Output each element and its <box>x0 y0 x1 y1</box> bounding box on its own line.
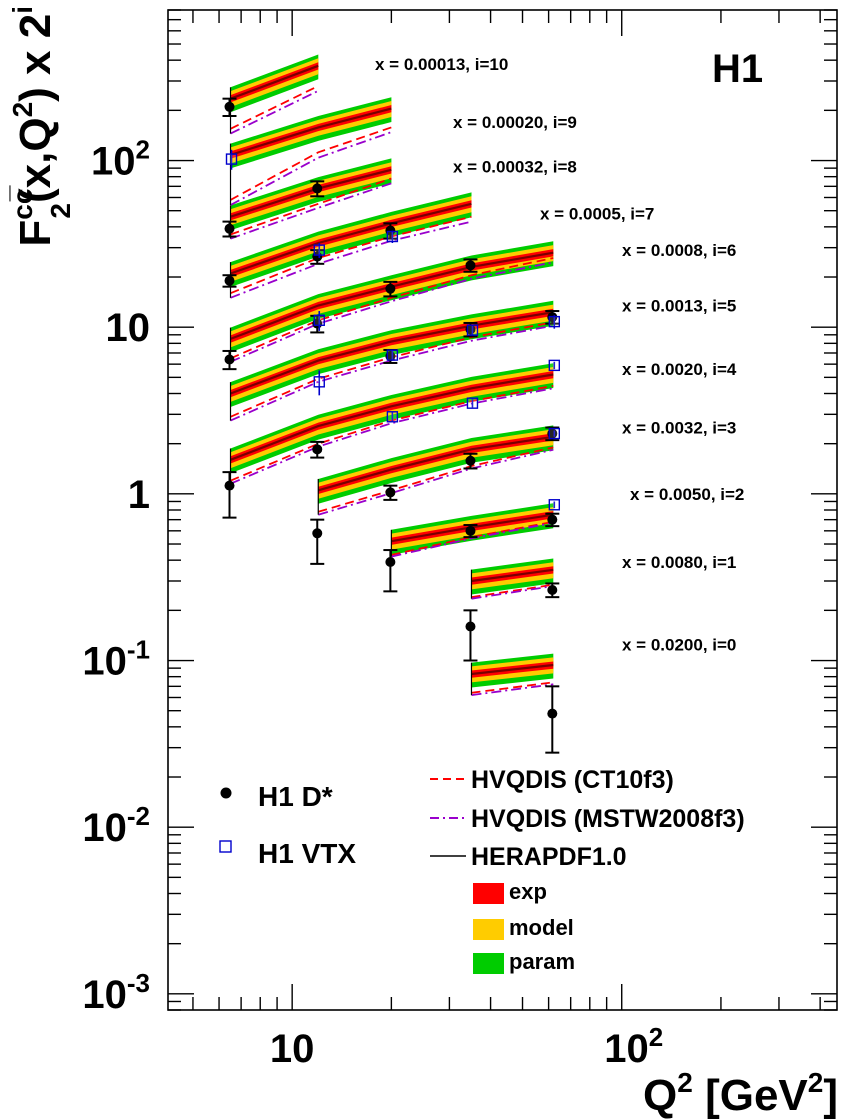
legend-exp-swatch <box>473 883 504 904</box>
dstar-point <box>547 515 557 525</box>
legend-model-swatch <box>473 919 504 940</box>
legend-hera-label: HERAPDF1.0 <box>471 843 627 871</box>
dstar-point <box>312 444 322 454</box>
dstar-point <box>465 260 475 270</box>
dstar-point <box>312 183 322 193</box>
x-axis-title: Q2 [GeV2] <box>643 1067 838 1120</box>
y-tick-label: 10 <box>106 306 151 350</box>
dstar-point <box>312 528 322 538</box>
vtx-point <box>387 232 397 242</box>
vtx-point <box>549 429 559 439</box>
y-tick-label: 10-2 <box>82 801 150 850</box>
bin-label: x = 0.0020, i=4 <box>622 360 737 379</box>
bin-label: x = 0.0080, i=1 <box>622 553 736 572</box>
y-tick-label: 10-3 <box>82 968 150 1017</box>
experiment-label: H1 <box>712 47 763 91</box>
legend-dstar-label: H1 D* <box>258 781 333 812</box>
legend-model-label: model <box>509 915 574 940</box>
band-exp-bin-1 <box>231 105 392 159</box>
vtx-point <box>227 154 237 164</box>
legend-vtx-marker <box>220 841 231 852</box>
dstar-point <box>547 585 557 595</box>
y-axis-title: Fcc̅ 2(x,Q2) x 2i <box>7 6 76 247</box>
legend-dstar-marker <box>221 788 232 799</box>
dstar-point <box>385 284 395 294</box>
legend-param-label: param <box>509 949 575 974</box>
bin-label: x = 0.0200, i=0 <box>622 635 736 654</box>
bin-label: x = 0.0005, i=7 <box>540 205 654 224</box>
vtx-point <box>549 360 559 370</box>
dstar-point <box>225 354 235 364</box>
x-tick-label: 10 <box>270 1027 315 1071</box>
dstar-point <box>465 621 475 631</box>
dstar-point <box>225 102 235 112</box>
bin-label: x = 0.00013, i=10 <box>375 55 508 74</box>
vtx-point <box>314 245 324 255</box>
dstar-point <box>547 709 557 719</box>
dstar-point <box>225 481 235 491</box>
legend-exp-label: exp <box>509 879 547 904</box>
vtx-point <box>549 500 559 510</box>
y-tick-label: 1 <box>128 473 150 517</box>
legend-ct10-label: HVQDIS (CT10f3) <box>471 766 674 794</box>
dstar-point <box>465 526 475 536</box>
vtx-point <box>314 315 324 325</box>
bin-label: x = 0.0008, i=6 <box>622 241 736 260</box>
legend-mstw-label: HVQDIS (MSTW2008f3) <box>471 805 745 833</box>
bin-label: x = 0.0032, i=3 <box>622 419 736 438</box>
band-exp-bin-2 <box>231 166 392 220</box>
vtx-point <box>387 350 397 360</box>
bin-label: x = 0.0013, i=5 <box>622 296 736 315</box>
bin-label: x = 0.00032, i=8 <box>453 158 577 177</box>
legend-param-swatch <box>473 953 504 974</box>
dstar-point <box>225 224 235 234</box>
dstar-point <box>225 276 235 286</box>
vtx-point <box>467 325 477 335</box>
bin-label: x = 0.0050, i=2 <box>630 485 744 504</box>
legend-vtx-label: H1 VTX <box>258 838 356 869</box>
dstar-point <box>385 487 395 497</box>
y-tick-label: 10-1 <box>82 635 150 684</box>
x-tick-label: 102 <box>604 1022 663 1071</box>
bin-label: x = 0.00020, i=9 <box>453 113 577 132</box>
dstar-point <box>465 456 475 466</box>
dstar-point <box>385 557 395 567</box>
vtx-point <box>549 317 559 327</box>
vtx-point <box>314 377 324 387</box>
y-tick-label: 102 <box>91 135 150 184</box>
vtx-point <box>467 398 477 408</box>
vtx-point <box>387 412 397 422</box>
